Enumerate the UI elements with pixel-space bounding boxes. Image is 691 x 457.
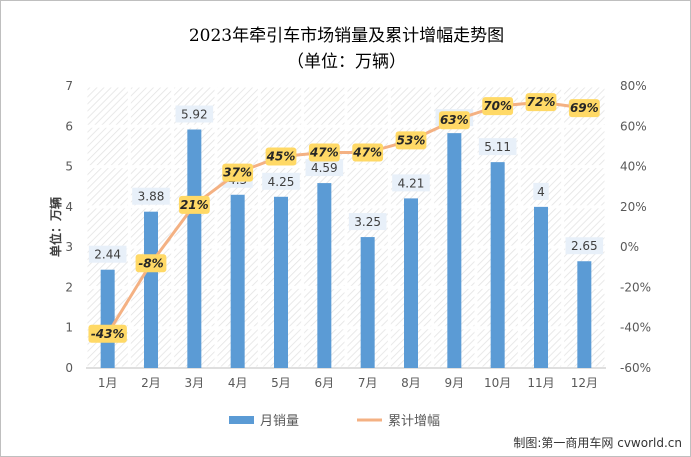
line-data-label-bg [568,99,600,118]
bar [274,196,288,368]
line-data-label-bg [525,93,557,112]
bar [577,261,592,368]
y-tick-label: 7 [65,79,73,93]
line-data-label: -43% [91,327,125,341]
x-tick-label: 6月 [315,376,335,390]
legend-label-bars: 月销量 [260,414,299,429]
line-data-label-bg [438,111,470,130]
line-data-label-bg [482,97,514,116]
bar-data-label: 5.11 [484,140,511,154]
y-tick-label: 1 [65,321,73,335]
x-tick-label: 11月 [527,376,554,390]
bar-data-label-bg [262,172,300,190]
bar-data-label-bg [88,245,127,263]
bar-data-label: 4.59 [311,161,338,175]
y2-tick-label: 60% [620,119,647,133]
y-axis-label: 单位：万辆 [48,197,63,257]
y2-tick-label: -60% [620,361,651,375]
x-tick-label: 7月 [358,376,378,390]
chart-title: 2023年牵引车市场销量及累计增幅走势图 [188,26,505,46]
watermark: 制图:第一商用车网 cvworld.cn [513,436,682,450]
line-data-label: 37% [223,166,252,180]
line-data-label: 53% [397,133,426,147]
legend-label-line: 累计增幅 [388,414,440,429]
bar-data-label: 2.65 [571,239,598,253]
bar-data-label: 2.44 [94,248,121,262]
y2-tick-label: 40% [620,160,647,174]
bar-data-label: 5.92 [181,108,208,122]
y-tick-label: 5 [65,160,73,174]
line-data-label: 72% [527,95,556,109]
x-tick-label: 5月 [271,376,291,390]
bar [230,194,245,368]
bar-data-label-bg [305,159,344,177]
bar-data-label: 4.25 [268,175,295,189]
line-data-label: 47% [352,145,382,159]
bar [534,206,548,368]
bar-data-label: 4.21 [398,176,425,190]
line-data-label-bg [178,195,210,214]
line-data-label-bg [308,143,340,162]
y-tick-label: 3 [65,240,73,254]
bar-data-label-bg [175,105,214,123]
line-data-label: 47% [309,145,339,159]
bar-data-label-bg [392,174,430,192]
y2-tick-label: -40% [620,321,651,335]
bar [144,211,158,368]
x-tick-label: 2月 [141,376,161,390]
y-tick-label: 6 [65,119,73,133]
bar [447,133,462,368]
line-data-label-bg [88,324,127,343]
x-tick-label: 9月 [445,376,465,390]
bar-data-label-bg [348,213,387,231]
bar-data-label-bg [132,187,170,205]
line-data-label: 70% [483,99,512,113]
line-data-label: -8% [138,256,163,270]
line-data-label: 63% [440,113,469,127]
line-data-label: 45% [266,150,296,164]
y-tick-label: 4 [65,200,73,214]
y2-tick-label: 0% [620,240,639,254]
chart-subtitle: （单位：万辆） [287,52,406,72]
x-tick-label: 1月 [98,376,118,390]
bar [360,237,375,368]
bar [490,162,505,368]
x-tick-label: 3月 [185,376,205,390]
line-data-label-bg [395,131,427,150]
y-tick-label: 0 [65,361,73,375]
bar [100,269,115,368]
y-tick-label: 2 [65,280,73,294]
x-tick-label: 12月 [571,376,598,390]
line-data-label: 21% [180,198,209,212]
bar-data-label-bg [478,138,517,156]
bar [404,198,418,368]
bar-data-label: 4 [537,185,545,199]
bar [187,129,202,368]
x-tick-label: 4月 [228,376,248,390]
line-data-label-bg [222,163,254,182]
line-data-label-bg [135,254,167,273]
bar-data-label: 3.25 [354,215,381,229]
y2-tick-label: -20% [620,280,651,294]
line-data-label: 69% [570,101,599,115]
bar-data-label-bg [565,237,604,255]
line-data-label-bg [352,143,384,162]
y2-tick-label: 80% [620,79,647,93]
legend-swatch-bars [229,416,254,424]
line-data-label-bg [265,147,297,166]
bar [317,183,332,368]
bar-data-label-bg [533,182,549,200]
x-tick-label: 8月 [401,376,421,390]
x-tick-label: 10月 [484,376,511,390]
bar-data-label: 3.88 [138,190,165,204]
y2-tick-label: 20% [620,200,647,214]
